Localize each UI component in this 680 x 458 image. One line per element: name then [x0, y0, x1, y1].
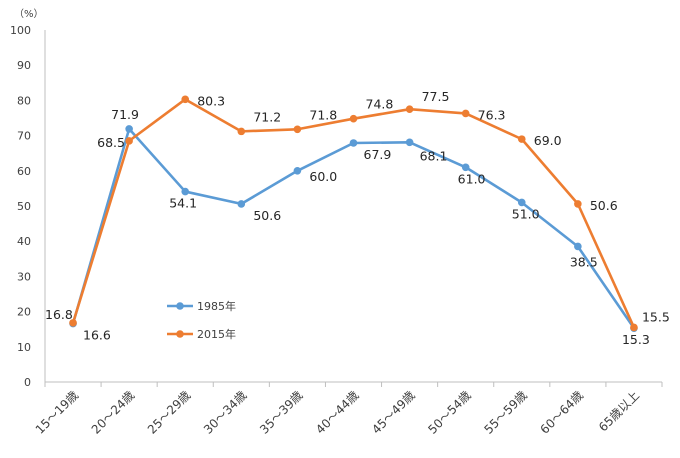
x-tick-label: 65歳以上: [596, 388, 642, 434]
data-label-series-0: 60.0: [309, 169, 337, 184]
y-tick-label: 90: [17, 59, 31, 72]
series-0-point: [237, 200, 246, 208]
x-tick-label: 30～34歳: [201, 388, 249, 436]
data-label-series-0: 15.3: [622, 332, 650, 347]
y-axis-unit-label: （%）: [14, 8, 44, 20]
y-axis-ticks: 0 10 20 30 40 50 60 70 80 90 100: [10, 24, 31, 389]
series-0-point: [293, 167, 302, 175]
series-0-point: [574, 242, 582, 251]
data-labels: 16.6 71.9 54.1 50.6 60.0 67.9 68.1 61.0 51.0 38.5…: [45, 89, 670, 347]
series-1-point: [517, 135, 526, 143]
series-1-point: [181, 95, 190, 104]
series-1-point: [125, 137, 133, 145]
data-label-series-0: 51.0: [512, 206, 540, 221]
y-tick-label: 10: [17, 341, 31, 354]
x-tick-label: 25～29歳: [145, 388, 193, 436]
x-tick-label: 50～54歳: [425, 388, 473, 436]
x-tick-label: 60～64歳: [538, 388, 586, 436]
legend-marker-1: [176, 330, 184, 338]
data-label-series-0: 50.6: [253, 208, 281, 223]
data-label-series-0: 54.1: [169, 196, 197, 211]
y-tick-label: 20: [17, 306, 31, 319]
data-label-series-0: 38.5: [570, 254, 598, 269]
legend: 1985年 2015年: [167, 299, 236, 341]
data-label-series-0: 68.1: [420, 148, 448, 163]
series-1-point: [574, 200, 582, 208]
x-tick-label: 15～19歳: [33, 388, 81, 436]
y-tick-label: 30: [17, 270, 31, 283]
y-tick-label: 70: [17, 130, 31, 143]
data-label-series-1: 74.8: [366, 97, 394, 112]
y-tick-label: 80: [17, 94, 31, 107]
y-tick-label: 60: [17, 165, 31, 178]
y-tick-label: 50: [17, 200, 31, 213]
data-label-series-1: 69.0: [534, 133, 562, 148]
data-label-series-0: 67.9: [364, 147, 392, 162]
y-tick-label: 100: [10, 24, 31, 37]
data-label-series-1: 80.3: [197, 93, 225, 108]
data-label-series-0: 16.6: [83, 328, 111, 343]
data-label-series-1: 77.5: [422, 89, 450, 104]
x-axis-ticks: 15～19歳 20～24歳 25～29歳 30～34歳 35～39歳 40～44歳 45～4…: [33, 388, 642, 436]
series-1-point: [461, 109, 470, 118]
x-tick-label: 35～39歳: [257, 388, 305, 436]
series-0-point: [461, 163, 470, 172]
data-label-series-1: 76.3: [478, 107, 506, 122]
series-0-point: [517, 198, 526, 207]
series-1-point: [69, 319, 77, 327]
data-label-series-1: 15.5: [642, 309, 670, 324]
data-label-series-1: 16.8: [45, 307, 73, 322]
data-label-series-1: 50.6: [590, 198, 618, 213]
legend-label-0: 1985年: [197, 299, 236, 313]
series-1-point: [237, 127, 246, 136]
data-label-series-0: 61.0: [458, 171, 486, 186]
series-line-0: [71, 127, 636, 329]
series-0-point: [405, 138, 414, 147]
data-label-series-0: 71.9: [111, 107, 139, 122]
x-tick-label: 55～59歳: [481, 388, 529, 436]
data-label-series-1: 71.8: [309, 107, 337, 122]
chart-axes: [44, 30, 663, 387]
y-tick-label: 0: [24, 376, 31, 389]
series-1-point: [405, 105, 414, 113]
series-1-point: [630, 323, 638, 332]
x-tick-label: 20～24歳: [89, 388, 137, 436]
legend-label-1: 2015年: [197, 327, 236, 341]
series-0-point: [181, 187, 190, 196]
x-tick-label: 45～49歳: [369, 388, 417, 436]
series-0-point: [349, 139, 358, 147]
series-1-point: [349, 114, 358, 123]
data-label-series-1: 71.2: [253, 109, 281, 124]
data-label-series-1: 68.5: [97, 135, 125, 150]
x-tick-label: 40～44歳: [313, 388, 361, 436]
series-group: [69, 95, 638, 332]
series-0-point: [125, 125, 133, 133]
series-1-point: [293, 125, 302, 134]
y-tick-label: 40: [17, 235, 31, 248]
legend-marker-0: [176, 302, 184, 310]
